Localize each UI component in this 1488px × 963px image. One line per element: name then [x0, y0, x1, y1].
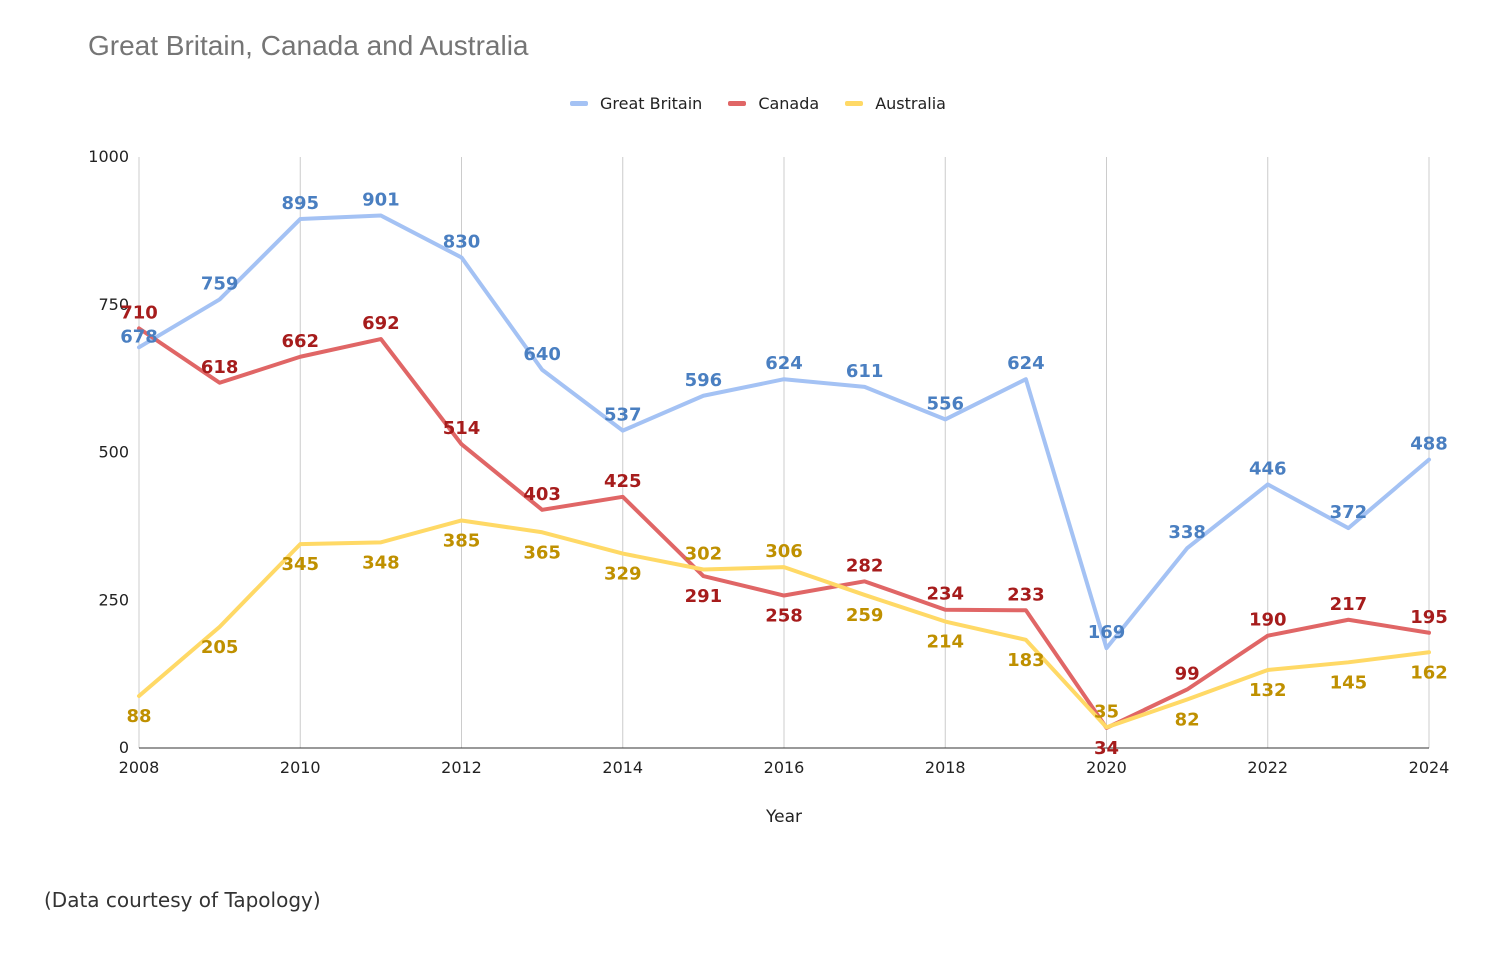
y-tick-label: 250 [98, 590, 129, 609]
data-label-australia: 302 [685, 544, 723, 565]
data-label-great-britain: 624 [765, 353, 803, 374]
series-line-canada [137, 326, 1431, 730]
data-label-australia: 205 [201, 637, 239, 658]
data-label-great-britain: 596 [685, 370, 723, 391]
data-label-canada: 217 [1330, 594, 1368, 615]
x-tick-label: 2022 [1247, 758, 1288, 777]
data-label-australia: 306 [765, 541, 803, 562]
data-label-canada: 662 [281, 331, 319, 352]
data-label-canada: 190 [1249, 610, 1287, 631]
y-tick-label: 0 [119, 738, 129, 757]
data-labels: 710 678 88 759 618 205 895 662 345 901 692 348 830 51… [120, 190, 1448, 759]
data-label-canada: 710 [120, 302, 158, 323]
data-label-australia: 214 [926, 632, 964, 653]
legend-item-great-britain[interactable]: Great Britain [570, 94, 702, 113]
x-tick-label: 2008 [119, 758, 160, 777]
data-label-great-britain: 895 [281, 193, 319, 214]
data-label-canada: 195 [1410, 607, 1448, 628]
x-tick-label: 2018 [925, 758, 966, 777]
data-label-australia: 385 [443, 530, 481, 551]
x-tick-label: 2020 [1086, 758, 1127, 777]
data-label-great-britain: 488 [1410, 434, 1448, 455]
y-tick-label: 1000 [88, 147, 129, 166]
data-label-canada: 618 [201, 357, 239, 378]
data-label-canada: 692 [362, 313, 400, 334]
data-label-great-britain: 624 [1007, 353, 1045, 374]
data-label-great-britain: 556 [926, 393, 964, 414]
data-label-australia: 82 [1175, 710, 1200, 731]
line-chart: 2008 2010 2012 2014 2016 2018 2020 2022 2024 0 250… [88, 147, 1449, 827]
data-label-great-britain: 169 [1088, 622, 1126, 643]
legend-label-great-britain: Great Britain [600, 94, 703, 113]
data-label-great-britain: 537 [604, 405, 642, 426]
legend-swatch-canada [728, 101, 747, 106]
legend-label-canada: Canada [758, 94, 820, 113]
data-label-australia: 132 [1249, 680, 1287, 701]
data-label-australia: 259 [846, 605, 884, 626]
x-axis-title: Year [765, 807, 802, 827]
data-label-australia: 348 [362, 552, 400, 573]
legend-label-australia: Australia [875, 94, 946, 113]
data-label-great-britain: 611 [846, 361, 884, 382]
series-lines [137, 213, 1431, 730]
data-label-canada: 291 [685, 586, 723, 607]
x-tick-label: 2014 [602, 758, 643, 777]
data-label-canada: 34 [1094, 738, 1119, 759]
legend-swatch-great-britain [570, 101, 589, 106]
data-label-great-britain: 830 [443, 231, 481, 252]
data-label-australia: 145 [1330, 672, 1368, 693]
legend-item-canada[interactable]: Canada [728, 94, 819, 113]
data-label-australia: 345 [281, 554, 319, 575]
x-tick-label: 2016 [764, 758, 805, 777]
axes: 2008 2010 2012 2014 2016 2018 2020 2022 2024 0 250… [88, 147, 1449, 777]
data-label-australia: 35 [1094, 701, 1119, 722]
data-label-great-britain: 759 [201, 273, 239, 294]
data-label-australia: 329 [604, 564, 642, 585]
x-tick-label: 2012 [441, 758, 482, 777]
data-label-canada: 425 [604, 471, 642, 492]
data-label-canada: 282 [846, 555, 884, 576]
data-label-canada: 403 [523, 484, 561, 505]
series-line-great-britain [137, 213, 1431, 651]
legend-swatch-australia [845, 101, 864, 106]
data-label-great-britain: 372 [1330, 502, 1368, 523]
data-label-canada: 514 [443, 418, 481, 439]
y-tick-label: 750 [98, 295, 129, 314]
data-label-canada: 234 [926, 584, 964, 605]
data-label-great-britain: 338 [1168, 522, 1206, 543]
x-tick-label: 2024 [1409, 758, 1450, 777]
data-label-australia: 88 [126, 706, 151, 727]
data-label-australia: 183 [1007, 650, 1045, 671]
x-tick-label: 2010 [280, 758, 321, 777]
legend-item-australia[interactable]: Australia [845, 94, 946, 113]
data-label-australia: 162 [1410, 662, 1448, 683]
data-label-canada: 258 [765, 606, 803, 627]
data-label-canada: 99 [1175, 663, 1200, 684]
data-source-caption: (Data courtesy of Tapology) [44, 888, 321, 912]
y-tick-label: 500 [98, 443, 129, 462]
data-label-great-britain: 446 [1249, 458, 1287, 479]
chart-title: Great Britain, Canada and Australia [88, 30, 529, 61]
series-line-australia [137, 518, 1431, 730]
data-label-australia: 365 [523, 542, 561, 563]
data-label-canada: 233 [1007, 584, 1045, 605]
data-label-great-britain: 678 [120, 326, 158, 347]
data-label-great-britain: 640 [523, 344, 561, 365]
legend: Great Britain Canada Australia [0, 94, 1488, 113]
data-label-great-britain: 901 [362, 190, 400, 211]
